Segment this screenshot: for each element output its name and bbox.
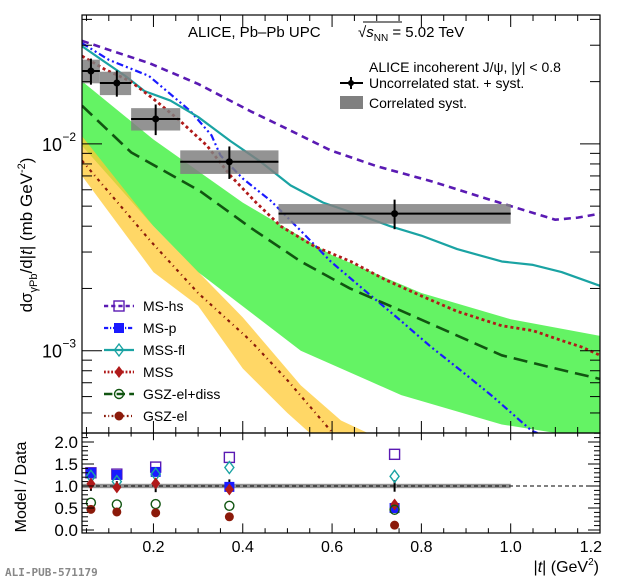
legend-marker <box>114 411 124 421</box>
ratio-marker-mss <box>224 483 234 496</box>
ratio-marker-gsz-el <box>151 508 161 518</box>
ratio-marker-gsz-el <box>224 512 234 522</box>
series-line-ms-p <box>82 42 538 433</box>
legend-item-mss: MSS <box>104 364 173 380</box>
data-point <box>391 210 399 218</box>
legend-item-ms-hs: MS-hs <box>104 298 183 314</box>
legend-label: MS-hs <box>143 298 183 314</box>
ratio-y-tick-label: 0.0 <box>54 521 78 540</box>
legend-marker <box>114 366 124 378</box>
band-gsz-el-diss <box>82 81 600 433</box>
legend-item-gsz-el-diss: GSZ-el+diss <box>104 386 220 402</box>
ratio-marker-gsz-el-diss <box>224 500 235 511</box>
series-line-gsz-el-diss <box>82 104 600 381</box>
ratio-y-tick-label: 1.0 <box>54 477 78 496</box>
ratio-marker-gsz-el <box>390 520 400 530</box>
svg-text:Correlated syst.: Correlated syst. <box>369 95 467 111</box>
ratio-marker-gsz-el-diss <box>389 504 400 515</box>
ratio-marker-mss <box>151 477 161 490</box>
legend-item-uncorrelated: Uncorrelated stat. + syst. <box>340 75 524 91</box>
legend-item-gsz-el: GSZ-el <box>104 408 187 424</box>
main-bands <box>82 81 600 433</box>
y-tick-label: 10 <box>42 135 62 155</box>
data-point <box>225 158 233 166</box>
legend-marker <box>114 323 124 333</box>
ratio-marker-ms-hs <box>388 448 401 461</box>
y-tick-label-exponent: −2 <box>62 130 76 144</box>
ratio-marker-mss-fl <box>223 460 235 475</box>
ratio-marker-gsz-el <box>86 504 96 514</box>
svg-text:Uncorrelated stat. + syst.: Uncorrelated stat. + syst. <box>369 75 524 91</box>
legend-label: MSS <box>143 364 173 380</box>
ratio-y-tick-label: 1.5 <box>54 455 78 474</box>
axes: 0.2 0.4 0.6 0.8 1.0 1.210 −210 −30.00.51.01.52.… <box>42 14 602 556</box>
data-point <box>113 79 121 87</box>
svg-text:√sNN = 5.02 TeV: √sNN = 5.02 TeV <box>358 24 464 44</box>
x-axis-label: |t| (GeV2) <box>534 557 599 576</box>
publication-id: ALI-PUB-571179 <box>5 566 98 579</box>
series-line-ms-hs <box>82 39 600 221</box>
legend-item-mss-fl: MSS-fl <box>104 342 185 358</box>
ratio-marker-ms-p <box>150 466 161 477</box>
series-line-gsz-el <box>82 159 334 433</box>
legend-marker <box>113 388 125 400</box>
main-data <box>82 58 511 230</box>
ratio-marker-mss <box>112 481 122 494</box>
y-tick-label-exponent: −3 <box>62 337 76 351</box>
ratio-marker-gsz-el <box>112 507 122 517</box>
ratio-marker-mss <box>86 477 96 490</box>
ratio-marker-gsz-el-diss <box>150 498 161 510</box>
x-tick-label: 0.6 <box>321 539 343 556</box>
legend-label: GSZ-el+diss <box>143 386 220 402</box>
ratio-y-tick-label: 2.0 <box>54 433 78 452</box>
data-point <box>152 115 160 123</box>
legend-label: MSS-fl <box>143 342 185 358</box>
ratio-frame <box>81 432 601 534</box>
ratio-marker-mss-fl <box>389 469 400 484</box>
x-tick-label: 0.8 <box>410 539 432 556</box>
legend-header: ALICE incoherent J/ψ, |y| < 0.8 <box>369 59 561 75</box>
legend-marker <box>113 300 125 312</box>
y-tick-label: 10 <box>42 342 62 362</box>
model-legend: MS-hs MS-p MSS-fl MSS GSZ-el+diss GSZ-el <box>104 298 220 424</box>
x-tick-label: 1.2 <box>580 539 602 556</box>
ratio-marker-mss <box>390 498 400 511</box>
chart-title: ALICE, Pb–Pb UPC <box>188 24 321 41</box>
x-tick-label: 1.0 <box>500 539 522 556</box>
ratio-marker-ms-p <box>85 467 96 478</box>
legend-item-correlated: Correlated syst. <box>340 95 467 111</box>
legend-label: MS-p <box>143 320 177 336</box>
y-axis-label: dσγPb/d|t| (mb GeV-2) <box>16 158 40 313</box>
legend-item-ms-p: MS-p <box>104 320 177 336</box>
energy-label: √sNN = 5.02 TeV <box>358 21 464 44</box>
ratio-y-tick-label: 0.5 <box>54 499 78 518</box>
main-series <box>82 39 600 433</box>
data-point <box>87 67 95 75</box>
ratio-content <box>82 448 600 530</box>
x-tick-label: 0.4 <box>232 539 254 556</box>
legend-marker <box>113 342 125 358</box>
ratio-y-axis-label: Model / Data <box>13 442 30 533</box>
x-tick-label: 0.2 <box>142 539 164 556</box>
legend-label: GSZ-el <box>143 408 187 424</box>
